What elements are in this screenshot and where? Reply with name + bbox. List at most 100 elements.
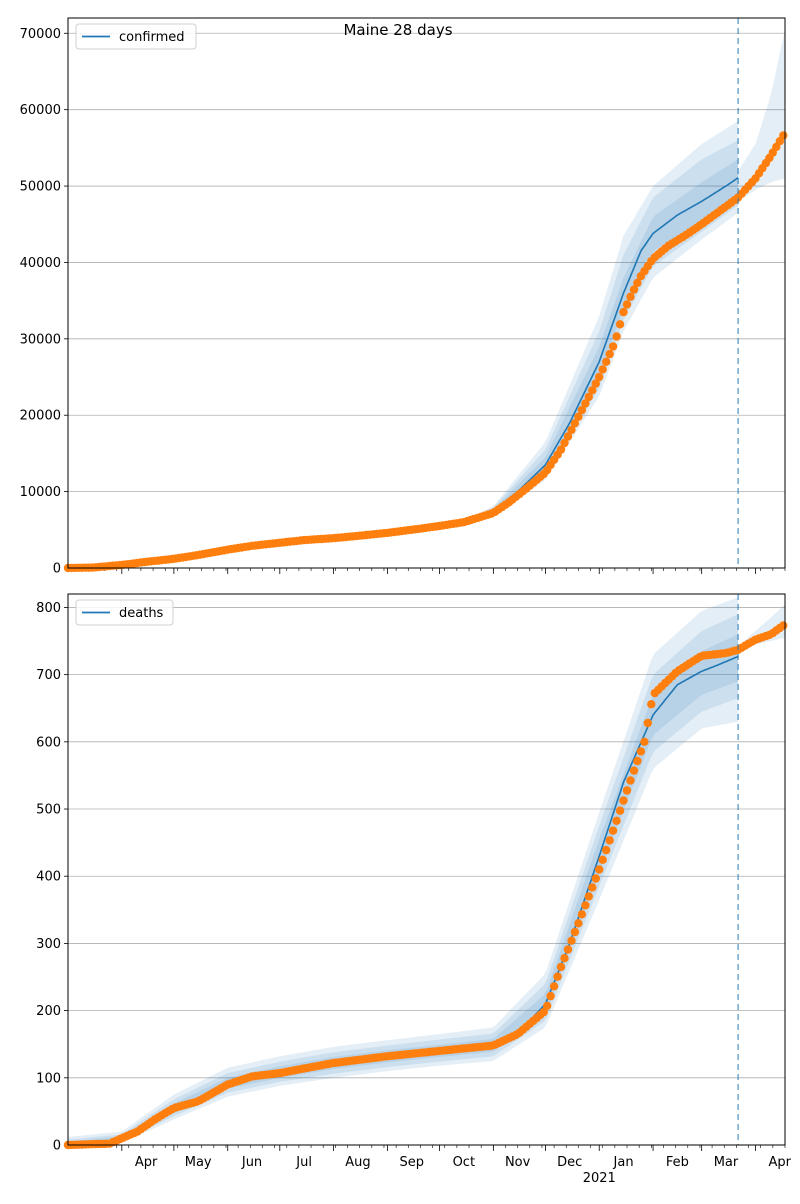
confidence-band-middle bbox=[68, 614, 739, 1145]
y-tick-label: 60000 bbox=[20, 103, 61, 118]
confirmed-panel: 0 10000 20000 30000 40000 50000 60000 70000 conf… bbox=[20, 17, 788, 577]
observed-point bbox=[563, 432, 573, 441]
y-tick-label: 30000 bbox=[20, 332, 61, 347]
observed-point bbox=[598, 855, 607, 864]
x-tick-label: Apr bbox=[135, 1155, 158, 1170]
plot-frame bbox=[67, 17, 786, 569]
plot-frame bbox=[67, 593, 786, 1146]
y-tick-label: 800 bbox=[36, 601, 61, 616]
y-tick-label: 10000 bbox=[20, 485, 61, 500]
confidence-band-outer bbox=[68, 121, 739, 568]
observed-point bbox=[588, 883, 597, 892]
y-tick-label: 400 bbox=[36, 870, 61, 885]
observed-point bbox=[615, 320, 625, 329]
figure-title: Maine 28 days bbox=[343, 21, 453, 39]
legend-label: confirmed bbox=[119, 30, 185, 45]
confidence-band-inner bbox=[68, 634, 739, 1145]
observed-point bbox=[574, 412, 583, 421]
legend: deaths bbox=[75, 599, 174, 626]
observed-point bbox=[567, 936, 576, 945]
observed-point bbox=[546, 991, 555, 1001]
observed-point bbox=[605, 349, 614, 359]
observed-point bbox=[619, 796, 628, 805]
observed-point bbox=[591, 874, 600, 883]
confidence-band-outer bbox=[68, 597, 739, 1145]
observed-point bbox=[647, 700, 656, 709]
y-tick-label: 70000 bbox=[20, 27, 61, 42]
observed-point bbox=[591, 379, 600, 388]
x-tick-label: Apr bbox=[769, 1155, 792, 1170]
observed-point bbox=[581, 399, 590, 408]
y-tick-label: 0 bbox=[53, 1139, 61, 1154]
y-tick-label: 200 bbox=[36, 1004, 61, 1019]
observed-point bbox=[584, 892, 593, 901]
observed-series bbox=[63, 131, 788, 573]
x-tick-label: Jun bbox=[241, 1155, 262, 1170]
observed-point bbox=[612, 332, 621, 341]
observed-point bbox=[556, 445, 566, 454]
observed-point bbox=[549, 982, 559, 991]
confidence-band-middle bbox=[68, 140, 739, 568]
x-tick-label: Aug bbox=[345, 1155, 370, 1170]
y-tick-label: 500 bbox=[36, 803, 61, 818]
observed-point bbox=[595, 372, 604, 382]
observed-point bbox=[779, 621, 788, 630]
observed-point bbox=[643, 718, 652, 728]
x-tick-label: Nov bbox=[505, 1155, 531, 1170]
observed-point bbox=[577, 910, 587, 919]
observed-point bbox=[539, 1007, 548, 1017]
x-tick-label: May bbox=[185, 1155, 212, 1170]
observed-point bbox=[605, 836, 614, 845]
observed-point bbox=[570, 927, 580, 937]
x-tick-label: Mar bbox=[714, 1155, 739, 1170]
observed-point bbox=[595, 865, 604, 874]
observed-point bbox=[615, 806, 625, 815]
observed-point bbox=[581, 901, 590, 910]
observed-point bbox=[584, 392, 593, 402]
observed-point bbox=[622, 786, 632, 795]
y-tick-label: 0 bbox=[53, 562, 61, 577]
observed-point bbox=[640, 737, 649, 746]
observed-point bbox=[612, 816, 621, 825]
deaths-panel: 0 100 200 300 400 500 600 700 800 deaths Apr May Jun… bbox=[36, 593, 792, 1186]
observed-point bbox=[563, 945, 573, 954]
observed-point bbox=[602, 845, 611, 855]
observed-point bbox=[560, 438, 569, 448]
observed-point bbox=[619, 307, 628, 317]
legend-label: deaths bbox=[119, 606, 164, 621]
legend-box bbox=[75, 599, 174, 626]
x-year-label: 2021 bbox=[583, 1171, 616, 1186]
y-tick-label: 20000 bbox=[20, 409, 61, 424]
observed-point bbox=[602, 357, 611, 366]
x-tick-label: Oct bbox=[453, 1155, 475, 1170]
x-tick-label: Dec bbox=[557, 1155, 582, 1170]
observed-point bbox=[629, 766, 639, 775]
x-tick-label: Sep bbox=[399, 1155, 424, 1170]
x-tick-label: Jul bbox=[295, 1155, 312, 1170]
observed-point bbox=[567, 425, 576, 435]
observed-point bbox=[779, 131, 788, 140]
observed-point bbox=[553, 972, 562, 981]
observed-point bbox=[626, 292, 635, 301]
observed-point bbox=[626, 776, 635, 785]
observed-series bbox=[63, 621, 788, 1150]
legend-box bbox=[75, 23, 197, 50]
observed-point bbox=[608, 342, 618, 351]
observed-point bbox=[633, 756, 642, 766]
y-tick-label: 300 bbox=[36, 937, 61, 952]
x-tick-label: Jan bbox=[613, 1155, 634, 1170]
observed-point bbox=[608, 826, 618, 835]
observed-point bbox=[633, 278, 642, 288]
y-tick-label: 40000 bbox=[20, 256, 61, 271]
observed-point bbox=[636, 747, 646, 756]
legend: confirmed bbox=[75, 23, 197, 50]
observed-point bbox=[556, 962, 566, 972]
observed-point bbox=[588, 386, 597, 395]
y-tick-label: 600 bbox=[36, 735, 61, 750]
observed-point bbox=[570, 419, 580, 428]
y-tick-label: 100 bbox=[36, 1071, 61, 1086]
observed-point bbox=[574, 919, 583, 928]
observed-point bbox=[622, 300, 632, 309]
